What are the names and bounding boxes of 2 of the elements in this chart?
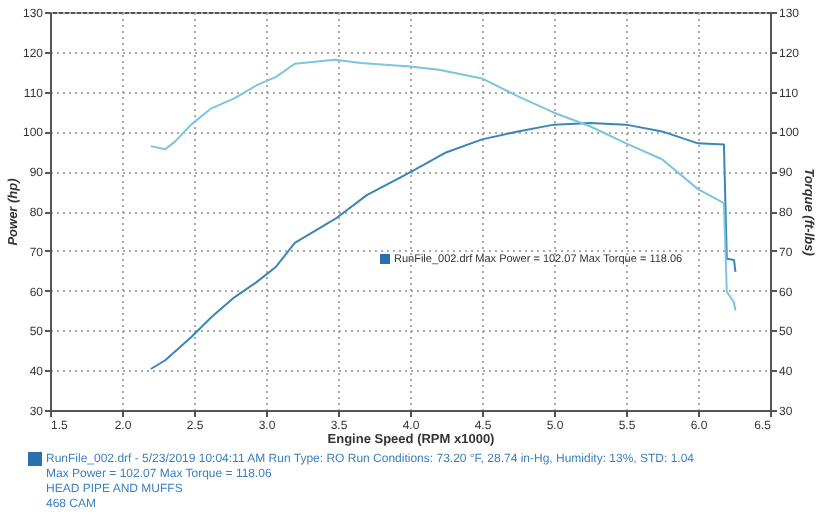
line-series bbox=[149, 122, 737, 371]
line-series bbox=[149, 58, 737, 312]
